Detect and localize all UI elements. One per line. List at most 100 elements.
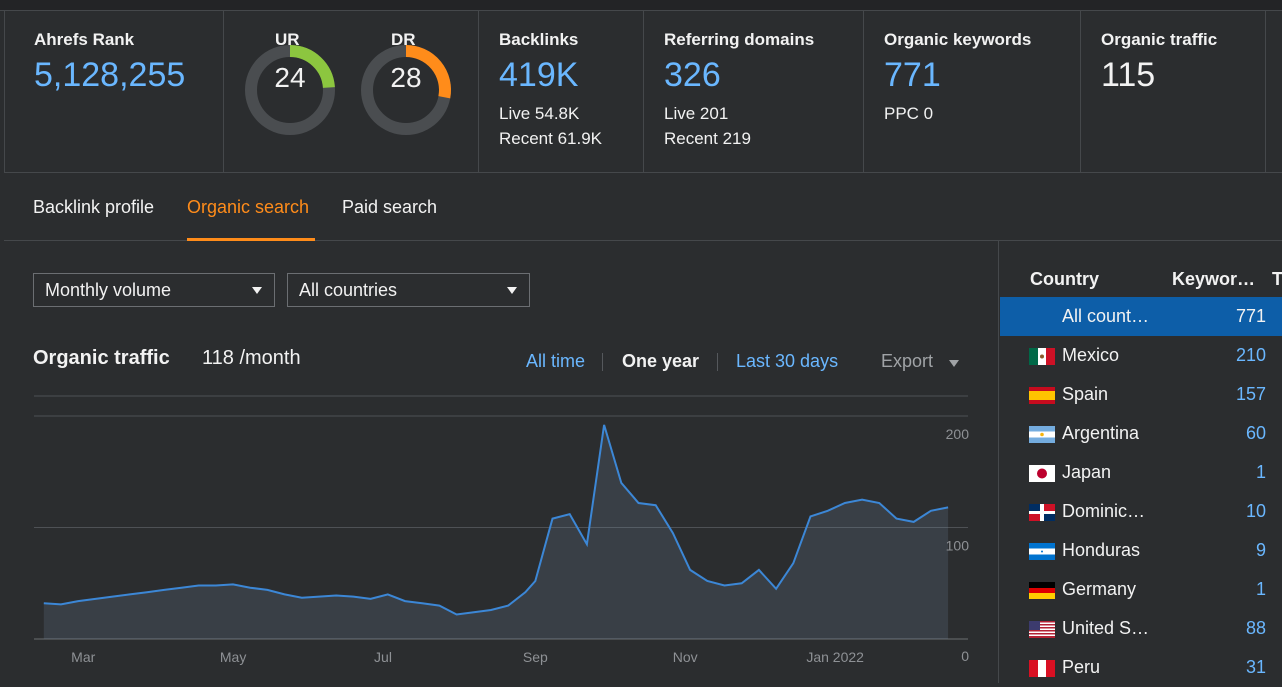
volume-select-value: Monthly volume: [45, 280, 172, 300]
flag-de-icon: [1029, 582, 1055, 599]
country-name: Honduras: [1062, 540, 1141, 560]
backlinks-value[interactable]: 419K: [499, 56, 579, 94]
chevron-down-icon: [507, 287, 517, 294]
ahrefs-rank-label: Ahrefs Rank: [34, 30, 135, 49]
country-row[interactable]: Argentina 60: [1000, 414, 1282, 453]
tab-organic-search[interactable]: Organic search: [187, 197, 310, 217]
country-row[interactable]: Germany 1: [1000, 570, 1282, 609]
chevron-down-icon: [949, 360, 959, 367]
y-tick-label: 200: [946, 426, 970, 442]
rating-gauges: UR 24 DR 28: [224, 10, 479, 172]
country-row[interactable]: Honduras 9: [1000, 531, 1282, 570]
tab-backlink-profile[interactable]: Backlink profile: [33, 197, 155, 217]
ur-label: UR: [275, 30, 300, 49]
country-row[interactable]: Mexico 210: [1000, 336, 1282, 375]
range-all-time[interactable]: All time: [526, 351, 586, 371]
countries-select[interactable]: All countries: [287, 273, 530, 307]
country-keywords[interactable]: 88: [1245, 618, 1266, 638]
chart-panel: Monthly volume All countries Organic tra…: [4, 241, 999, 683]
country-row[interactable]: Peru 31: [1000, 648, 1282, 687]
dr-gauge[interactable]: [356, 40, 456, 140]
traffic-column-header[interactable]: T: [1272, 269, 1282, 289]
organic-keywords-label: Organic keywords: [884, 30, 1032, 49]
range-divider: [717, 353, 718, 371]
country-name: Germany: [1062, 579, 1137, 599]
tab-paid-search[interactable]: Paid search: [342, 197, 438, 217]
ahrefs-rank-value[interactable]: 5,128,255: [34, 56, 186, 94]
ur-gauge[interactable]: [240, 40, 340, 140]
flag-jp-icon: [1029, 465, 1055, 482]
country-name: Peru: [1062, 657, 1101, 677]
flag-es-icon: [1029, 387, 1055, 404]
country-row[interactable]: All count… 771: [1000, 297, 1282, 336]
ur-gauge-fill: [289, 45, 335, 89]
export-button[interactable]: Export: [881, 351, 934, 371]
referring-domains-label: Referring domains: [664, 30, 815, 49]
chart-grid: [34, 395, 968, 640]
y-tick-label: 100: [946, 538, 970, 554]
x-tick-label: May: [220, 649, 246, 665]
country-keywords[interactable]: 157: [1235, 384, 1266, 404]
country-row[interactable]: Spain 157: [1000, 375, 1282, 414]
organic-traffic-label: Organic traffic: [1101, 30, 1218, 49]
backlinks-live[interactable]: Live 54.8K: [499, 104, 580, 123]
flag-ar-icon: [1029, 426, 1055, 443]
section-tabs: Backlink profile Organic search Paid sea…: [4, 172, 1282, 241]
country-keywords[interactable]: 31: [1245, 657, 1266, 677]
chart-title: Organic traffic: [33, 347, 170, 369]
dr-gauge-fill: [405, 45, 451, 99]
country-row[interactable]: Dominic… 10: [1000, 492, 1282, 531]
countries-select-value: All countries: [299, 280, 398, 300]
backlinks-recent[interactable]: Recent 61.9K: [499, 129, 603, 148]
country-keywords[interactable]: 210: [1235, 345, 1266, 365]
x-tick-label: Jul: [374, 649, 392, 665]
traffic-area: [43, 424, 949, 639]
organic-keywords-card[interactable]: Organic keywords 771 PPC 0: [864, 10, 1081, 172]
ahrefs-rank-card[interactable]: Ahrefs Rank 5,128,255: [5, 10, 224, 172]
country-name: United S…: [1062, 618, 1150, 638]
metrics-bar: Ahrefs Rank 5,128,255 UR 24 DR 28 Backli…: [4, 10, 1282, 172]
country-row[interactable]: United S… 88: [1000, 609, 1282, 648]
country-keywords[interactable]: 1: [1255, 462, 1266, 482]
keywords-column-header[interactable]: Keywor…: [1172, 269, 1256, 289]
organic-traffic-card[interactable]: Organic traffic 115: [1081, 10, 1266, 172]
volume-select[interactable]: Monthly volume: [33, 273, 275, 307]
country-keywords[interactable]: 771: [1235, 306, 1266, 326]
referring-domains-recent[interactable]: Recent 219: [664, 129, 751, 148]
country-name: Mexico: [1062, 345, 1120, 365]
referring-domains-card[interactable]: Referring domains 326 Live 201 Recent 21…: [644, 10, 864, 172]
range-last-30-days[interactable]: Last 30 days: [736, 351, 839, 371]
flag-hn-icon: [1029, 543, 1055, 560]
active-tab-indicator: [187, 238, 315, 241]
y-axis-labels: 200 100 0: [946, 426, 970, 664]
backlinks-card[interactable]: Backlinks 419K Live 54.8K Recent 61.9K: [479, 10, 644, 172]
organic-traffic-value: 115: [1101, 56, 1156, 94]
traffic-line: [43, 424, 949, 616]
dr-label: DR: [391, 30, 416, 49]
flag-us-icon: [1029, 621, 1055, 638]
country-keywords[interactable]: 60: [1245, 423, 1266, 443]
referring-domains-value[interactable]: 326: [664, 56, 721, 94]
top-bar: [0, 0, 1282, 11]
chevron-down-icon: [252, 287, 262, 294]
country-name: All count…: [1062, 306, 1150, 326]
range-one-year[interactable]: One year: [622, 351, 700, 371]
country-keywords[interactable]: 9: [1255, 540, 1266, 560]
flag-pe-icon: [1029, 660, 1055, 677]
country-keywords[interactable]: 1: [1255, 579, 1266, 599]
x-tick-label: Jan 2022: [806, 649, 864, 665]
country-row[interactable]: Japan 1: [1000, 453, 1282, 492]
traffic-chart[interactable]: 200 100 0 Mar May Jul Sep Nov Jan 2022: [4, 241, 999, 683]
organic-keywords-value[interactable]: 771: [884, 56, 941, 94]
x-tick-label: Sep: [523, 649, 548, 665]
chart-subtitle: 118 /month: [202, 347, 301, 369]
country-name: Dominic…: [1062, 501, 1146, 521]
country-keywords[interactable]: 10: [1245, 501, 1266, 521]
country-column-header[interactable]: Country: [1030, 269, 1099, 289]
country-name: Japan: [1062, 462, 1112, 482]
y-tick-label: 0: [961, 648, 969, 664]
x-tick-label: Mar: [71, 649, 95, 665]
countries-panel: Country Keywor… T All count… 771 Mexico 210…: [1000, 241, 1282, 683]
referring-domains-live[interactable]: Live 201: [664, 104, 729, 123]
dr-value: 28: [390, 62, 422, 93]
